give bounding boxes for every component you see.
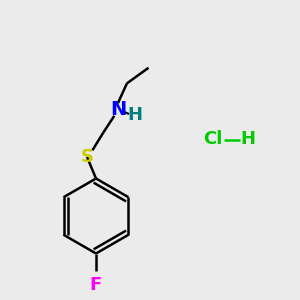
- Text: H: H: [127, 106, 142, 124]
- Text: F: F: [90, 276, 102, 294]
- Text: S: S: [80, 148, 94, 166]
- Text: N: N: [110, 100, 126, 119]
- Text: H: H: [240, 130, 255, 148]
- Text: Cl: Cl: [203, 130, 223, 148]
